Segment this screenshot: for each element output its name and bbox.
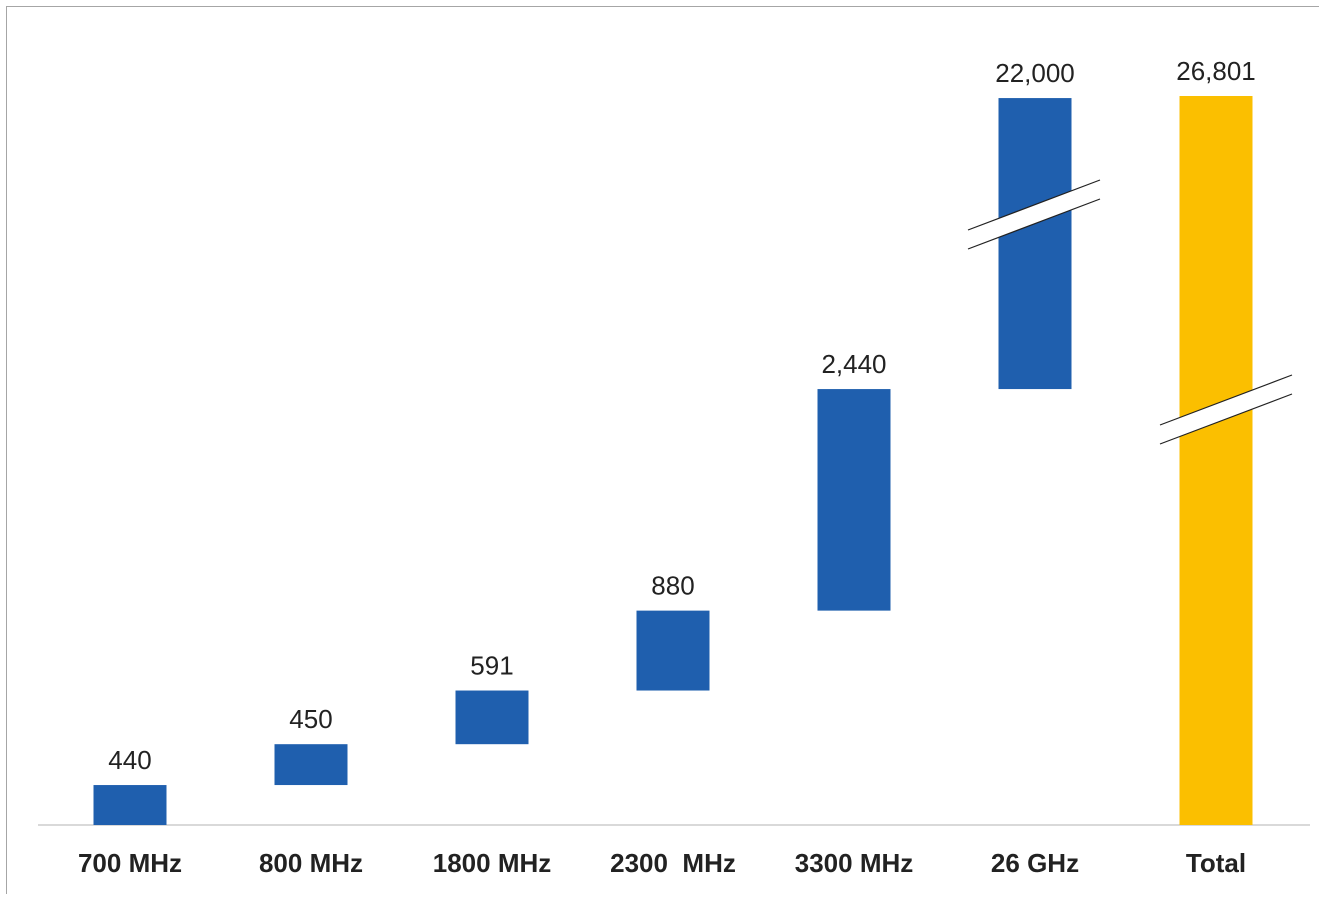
bar-total: [1179, 96, 1253, 825]
category-label-total: Total: [1186, 848, 1246, 878]
value-label-26-ghz: 22,000: [995, 58, 1075, 88]
value-labels-group: 440 450 591 880 2,440 22,000 26,801: [108, 56, 1255, 775]
category-label-1800-mhz: 1800 MHz: [433, 848, 552, 878]
value-label-3300-mhz: 2,440: [821, 349, 886, 379]
axis-break-total: [1159, 374, 1293, 445]
value-label-1800-mhz: 591: [470, 651, 513, 681]
bars-group: [93, 96, 1253, 825]
bar-800-mhz: [274, 744, 348, 786]
category-label-700-mhz: 700 MHz: [78, 848, 182, 878]
bar-1800-mhz: [455, 690, 529, 745]
category-labels-group: 700 MHz 800 MHz 1800 MHz 2300 MHz 3300 MHz 26…: [78, 848, 1246, 878]
chart-frame: [6, 6, 1319, 894]
value-label-total: 26,801: [1176, 56, 1256, 86]
value-label-800-mhz: 450: [289, 704, 332, 734]
bar-2300-mhz: [636, 610, 710, 691]
axis-break-26-ghz: [967, 179, 1101, 250]
bar-700-mhz: [93, 785, 167, 825]
value-label-700-mhz: 440: [108, 745, 151, 775]
value-label-2300-mhz: 880: [651, 571, 694, 601]
category-label-26-ghz: 26 GHz: [991, 848, 1079, 878]
axis-breaks-group: [967, 179, 1293, 445]
category-label-3300-mhz: 3300 MHz: [795, 848, 914, 878]
bar-3300-mhz: [817, 389, 891, 611]
category-label-2300-mhz: 2300 MHz: [610, 848, 736, 878]
bar-26-ghz: [998, 98, 1072, 390]
category-label-800-mhz: 800 MHz: [259, 848, 363, 878]
